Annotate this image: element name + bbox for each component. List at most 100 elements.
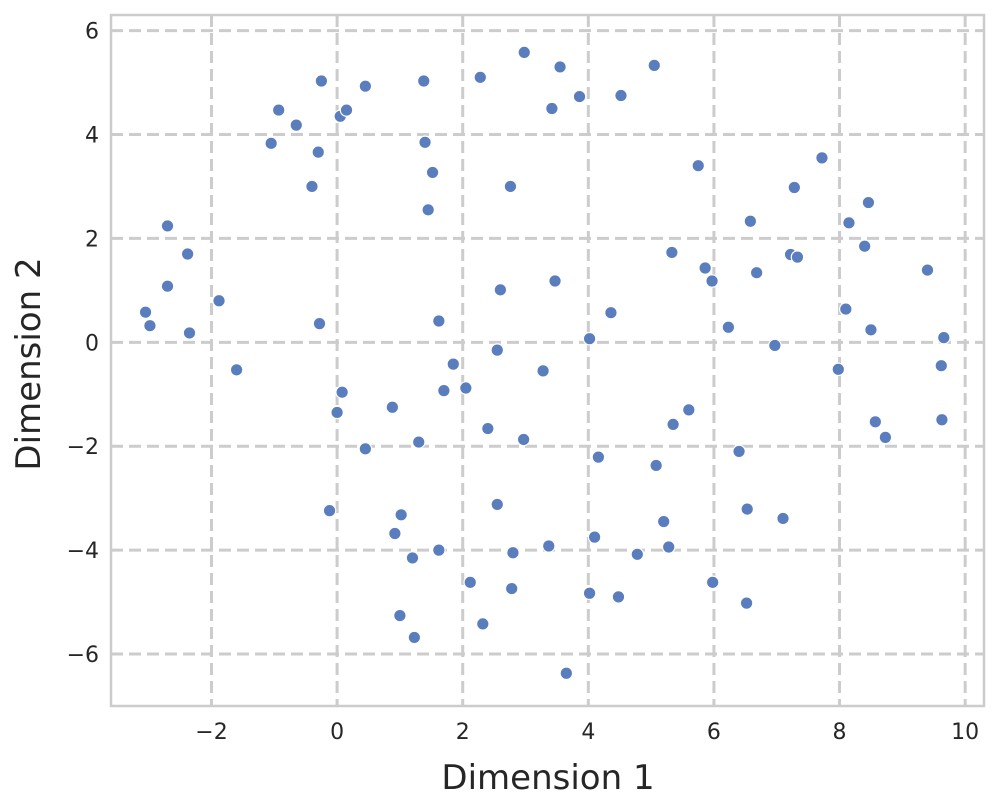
scatter-point <box>459 381 473 395</box>
scatter-point <box>582 331 597 346</box>
scatter-point <box>322 503 337 518</box>
scatter-point <box>705 575 720 590</box>
scatter-point <box>630 547 645 562</box>
scatter-point <box>388 526 402 541</box>
scatter-point <box>656 514 671 529</box>
scatter-point <box>229 363 244 377</box>
scatter-point <box>831 362 846 377</box>
scatter-point <box>649 458 663 473</box>
scatter-point <box>604 305 618 320</box>
scatter-point <box>691 158 706 173</box>
scatter-point <box>666 417 680 432</box>
scatter-point <box>517 45 532 60</box>
scatter-point <box>138 305 153 319</box>
scatter-point <box>182 326 197 340</box>
scatter-point <box>647 58 662 73</box>
scatter-point <box>861 195 876 210</box>
scatter-point <box>416 74 431 88</box>
scatter-point <box>698 261 712 275</box>
scatter-point <box>311 145 326 159</box>
scatter-point <box>393 608 407 623</box>
scatter-point <box>920 263 935 277</box>
scatter-point <box>868 415 883 429</box>
scatter-point <box>476 617 490 631</box>
scatter-point <box>143 318 157 333</box>
scatter-point <box>815 151 829 165</box>
scatter-point <box>432 543 446 557</box>
scatter-point <box>490 343 505 357</box>
scatter-point <box>768 338 782 353</box>
x-tick-label: −2 <box>195 720 227 745</box>
grid-layer <box>111 15 984 706</box>
scatter-point <box>421 203 435 217</box>
x-tick-label: 6 <box>707 720 721 745</box>
scatter-point <box>504 581 519 596</box>
scatter-point <box>548 274 562 288</box>
scatter-point <box>749 265 764 280</box>
scatter-point <box>732 444 746 459</box>
points-layer <box>138 45 951 681</box>
x-axis-title: Dimension 1 <box>441 758 654 798</box>
scatter-point <box>516 432 531 447</box>
scatter-point <box>160 219 175 233</box>
y-tick-label: 2 <box>85 227 99 252</box>
scatter-point <box>787 180 802 195</box>
scatter-point <box>212 293 226 308</box>
scatter-point <box>314 74 329 88</box>
scatter-point <box>553 60 567 74</box>
y-tick-label: −4 <box>67 539 99 564</box>
scatter-point <box>490 497 505 512</box>
scatter-point <box>418 135 432 150</box>
y-tick-label: 6 <box>85 20 99 45</box>
scatter-point <box>839 302 853 316</box>
scatter-point <box>661 540 676 554</box>
scatter-point <box>330 405 344 420</box>
scatter-point <box>503 179 518 194</box>
plot-frame <box>109 13 986 708</box>
scatter-point <box>160 279 175 294</box>
scatter-point <box>358 79 373 93</box>
scatter-point <box>405 551 420 565</box>
scatter-point <box>425 165 440 180</box>
scatter-point <box>506 545 520 560</box>
y-tick-labels: −6 −4 −2 0 2 4 6 <box>67 20 99 668</box>
scatter-point <box>739 596 754 610</box>
scatter-point <box>180 247 195 261</box>
scatter-point <box>587 530 602 544</box>
scatter-point <box>572 89 587 104</box>
scatter-point <box>934 358 949 373</box>
scatter-point <box>864 323 878 337</box>
scatter-point <box>493 283 508 297</box>
scatter-point <box>264 136 278 151</box>
scatter-point <box>776 511 790 526</box>
scatter-point <box>473 70 488 85</box>
scatter-point <box>463 575 478 590</box>
scatter-point <box>857 239 872 253</box>
scatter-point <box>743 214 758 229</box>
scatter-point <box>740 502 755 516</box>
scatter-point <box>481 421 495 436</box>
scatter-point <box>614 88 628 103</box>
x-tick-label: 0 <box>330 720 344 745</box>
x-tick-label: 2 <box>456 720 470 745</box>
scatter-point <box>559 666 574 681</box>
y-tick-label: 4 <box>85 123 99 148</box>
y-axis-title: Dimension 2 <box>9 257 49 470</box>
scatter-point <box>591 450 606 464</box>
scatter-point <box>582 586 597 601</box>
scatter-point <box>541 539 556 553</box>
scatter-point <box>446 357 461 371</box>
x-tick-labels: −2 0 2 4 6 8 10 <box>195 720 979 745</box>
scatter-point <box>878 430 893 445</box>
y-tick-label: −2 <box>67 435 99 460</box>
scatter-point <box>394 508 408 522</box>
scatter-point <box>407 630 422 645</box>
scatter-point <box>721 320 736 335</box>
scatter-point <box>335 385 349 399</box>
scatter-point <box>705 274 719 288</box>
y-tick-label: −6 <box>67 643 99 668</box>
scatter-point <box>937 330 951 345</box>
scatter-point <box>312 316 327 331</box>
